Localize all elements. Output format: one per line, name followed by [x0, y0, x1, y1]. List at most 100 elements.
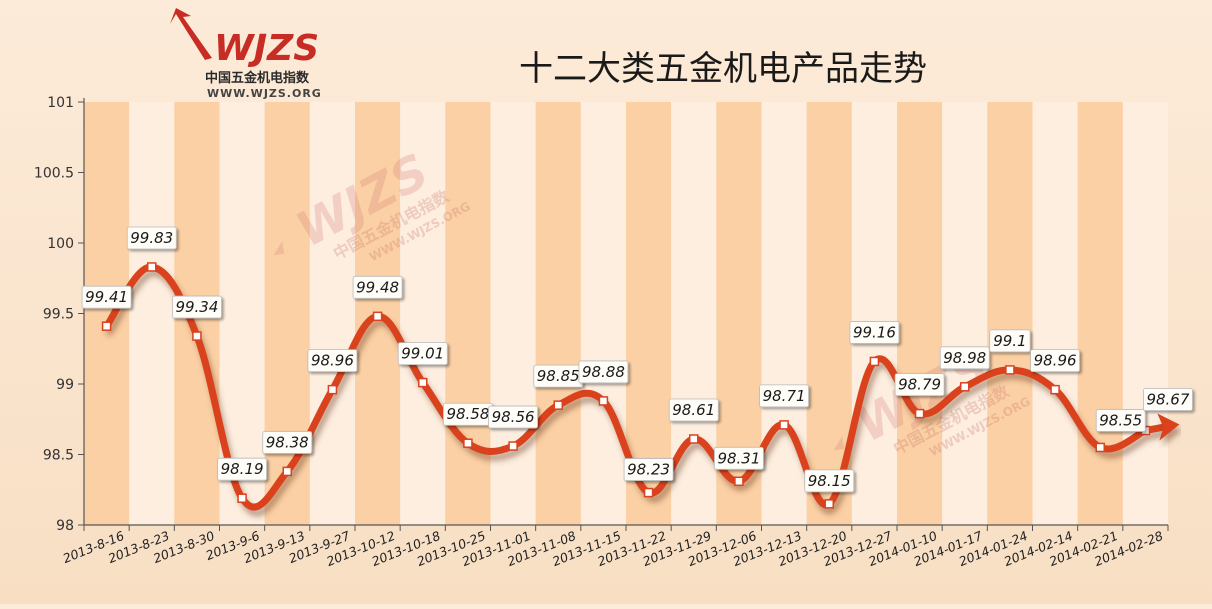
data-label: 98.79	[894, 373, 945, 397]
data-point	[914, 408, 925, 419]
data-label-text: 98.31	[717, 449, 760, 467]
data-point	[1050, 384, 1060, 395]
x-tick-labels: 2013-8-162013-8-232013-8-302013-9-62013-…	[61, 528, 1165, 569]
data-label-text: 98.19	[221, 460, 264, 478]
data-label-text: 98.88	[582, 363, 625, 381]
data-label-text: 98.15	[808, 472, 851, 490]
chart-title: 十二大类五金机电产品走势	[519, 49, 927, 89]
data-label-box	[849, 321, 900, 344]
data-point	[101, 321, 112, 331]
data-label: 98.96	[307, 349, 358, 373]
data-label: 98.58	[443, 402, 493, 426]
category-band	[851, 102, 897, 525]
logo-url: WWW.WJZS.ORG	[207, 87, 322, 100]
category-band	[84, 102, 130, 525]
background-bands	[84, 102, 1168, 525]
data-label-box	[714, 446, 764, 470]
data-label-text: 99.1	[993, 332, 1026, 350]
data-label-text: 98.61	[672, 401, 715, 419]
data-label: 98.67	[1143, 388, 1193, 411]
category-band	[897, 102, 943, 525]
y-tick-labels: 98 98.5 99 99.5 100 100.5 101	[34, 95, 74, 534]
data-point	[553, 400, 563, 410]
category-band	[490, 102, 536, 525]
category-band	[626, 102, 672, 525]
data-label: 98.88	[578, 360, 629, 384]
data-point	[824, 499, 834, 509]
data-label: 98.71	[759, 384, 809, 408]
logo-arrow-icon	[170, 8, 212, 60]
data-label-text: 98.67	[1146, 391, 1189, 409]
data-label-text: 99.34	[175, 298, 218, 316]
data-label-text: 98.79	[898, 376, 941, 394]
data-label: 99.34	[172, 295, 222, 319]
data-label-box	[1030, 349, 1080, 373]
category-band	[987, 102, 1033, 525]
series-line	[103, 263, 1180, 511]
y-tick-label: 99.5	[43, 307, 74, 323]
data-label: 98.61	[668, 398, 719, 422]
data-label: 98.96	[1030, 349, 1080, 373]
y-tick-label: 100.5	[34, 166, 74, 182]
data-label-box	[804, 469, 855, 493]
data-point	[598, 396, 609, 406]
data-label-text: 98.96	[1034, 352, 1077, 370]
data-label-text: 98.71	[763, 387, 806, 405]
data-label-text: 99.01	[401, 345, 444, 363]
data-label-box	[668, 398, 719, 422]
data-point	[237, 493, 247, 503]
data-label-text: 98.96	[311, 352, 354, 370]
category-band	[1077, 102, 1123, 525]
y-tick-label: 99	[56, 377, 74, 393]
data-label-text: 98.38	[266, 433, 309, 451]
data-point	[282, 466, 292, 477]
category-band	[129, 102, 175, 525]
data-point	[734, 476, 744, 487]
data-label-box	[172, 295, 222, 319]
logo-word: WJZS	[214, 28, 319, 69]
data-label-box	[81, 285, 132, 309]
data-label: 98.98	[939, 346, 990, 370]
data-label: 99.01	[397, 342, 448, 365]
data-label: 98.23	[623, 458, 674, 481]
category-band	[400, 102, 446, 525]
data-label: 99.41	[81, 285, 132, 309]
data-point	[327, 384, 338, 395]
data-label: 98.38	[262, 431, 313, 454]
series-path	[103, 263, 1165, 511]
data-label-box	[759, 384, 809, 408]
data-label: 99.1	[989, 329, 1031, 353]
data-point	[869, 356, 880, 367]
data-label: 98.55	[1095, 409, 1146, 432]
data-point	[508, 441, 518, 451]
arrow-head-icon	[1157, 413, 1180, 441]
y-tick-label: 101	[47, 95, 74, 111]
category-band	[309, 102, 355, 525]
data-label-box	[397, 342, 448, 365]
data-point	[960, 382, 970, 392]
data-point	[1095, 442, 1105, 453]
data-label: 98.56	[488, 405, 538, 429]
data-label-box	[1095, 409, 1146, 432]
y-tick-label: 98.5	[43, 448, 74, 464]
data-label-text: 99.41	[85, 288, 128, 306]
data-label-text: 98.58	[446, 405, 489, 423]
data-label-box	[578, 360, 629, 384]
data-point	[192, 331, 202, 341]
data-label-text: 98.56	[492, 408, 535, 426]
data-label-box	[623, 458, 674, 481]
data-point	[418, 377, 428, 388]
data-label-text: 99.16	[853, 323, 896, 341]
data-label: 98.15	[804, 469, 855, 493]
category-band	[1122, 102, 1168, 525]
axes	[78, 98, 1169, 531]
data-label-box	[1143, 388, 1193, 411]
data-label-text: 98.55	[1099, 411, 1142, 429]
data-point	[1005, 365, 1015, 375]
category-band	[580, 102, 626, 525]
logo-name-cn: 中国五金机电指数	[205, 70, 310, 86]
data-point	[147, 262, 157, 272]
